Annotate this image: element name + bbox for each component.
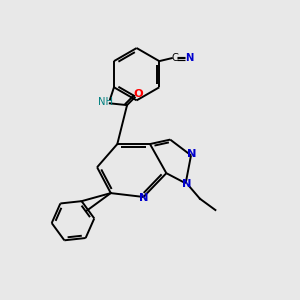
Text: NH: NH xyxy=(98,97,112,106)
Text: N: N xyxy=(182,179,191,189)
Text: O: O xyxy=(133,89,143,99)
Text: N: N xyxy=(185,53,194,63)
Text: N: N xyxy=(188,149,197,159)
Text: N: N xyxy=(139,193,148,202)
Text: C: C xyxy=(171,53,178,63)
